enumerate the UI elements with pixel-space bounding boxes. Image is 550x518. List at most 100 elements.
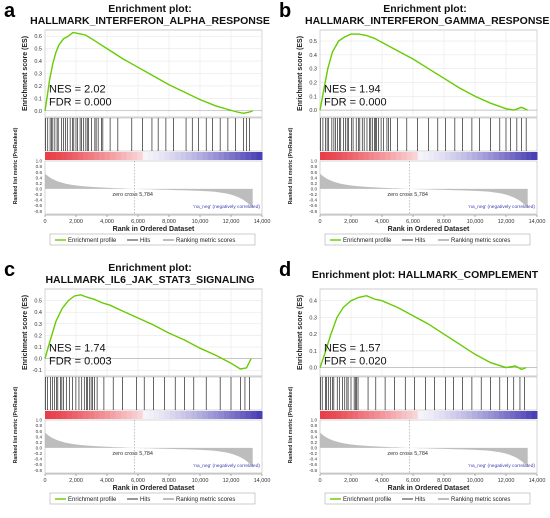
- rank-color-segment: [406, 411, 413, 419]
- rank-color-segment: [385, 152, 392, 160]
- rank-color-segment: [499, 411, 505, 419]
- x-tick-label: 6,000: [131, 478, 145, 484]
- rank-color-segment: [137, 152, 144, 160]
- rank-color-segment: [110, 411, 117, 419]
- rank-tick-label: 1.0: [311, 418, 318, 423]
- rank-color-segment: [374, 411, 381, 419]
- es-tick-label: 0.2: [34, 84, 42, 90]
- es-tick-label: 0.1: [34, 96, 42, 102]
- rank-tick-label: 0.8: [311, 423, 318, 428]
- rank-color-segment: [104, 411, 111, 419]
- rank-color-segment: [131, 411, 138, 419]
- rank-color-segment: [379, 152, 386, 160]
- rank-color-segment: [482, 152, 489, 160]
- es-tick-label: 0.0: [34, 109, 42, 115]
- rank-color-segment: [142, 411, 149, 419]
- es-axis-label: Enrichment score (ES): [297, 36, 304, 111]
- rank-color-segment: [352, 411, 359, 419]
- panel-letter: b: [279, 0, 292, 22]
- rank-color-segment: [207, 152, 214, 160]
- es-tick-label: 0.2: [34, 333, 42, 339]
- rank-color-segment: [493, 411, 500, 419]
- rank-tick-label: 0.2: [311, 181, 318, 186]
- rank-tick-label: -0.6: [34, 462, 42, 467]
- rank-color-segment: [77, 411, 84, 419]
- legend-metric-label: Ranking metric scores: [176, 238, 235, 244]
- x-tick-label: 0: [318, 219, 321, 225]
- rank-color-segment: [131, 152, 138, 160]
- rank-color-segment: [191, 152, 198, 160]
- x-tick-label: 12,000: [498, 219, 515, 225]
- legend-hits-label: Hits: [140, 238, 150, 244]
- rank-color-segment: [55, 152, 62, 160]
- rank-color-segment: [186, 411, 192, 419]
- nes-value: NES = 1.74: [49, 343, 106, 355]
- rank-color-segment: [401, 411, 408, 419]
- rank-tick-label: -0.2: [309, 451, 317, 456]
- legend-profile-label: Enrichment profile: [68, 497, 117, 503]
- rank-color-segment: [374, 152, 381, 160]
- rank-tick-label: 0.0: [311, 186, 318, 191]
- rank-color-segment: [45, 411, 51, 419]
- zero-cross-label: zero cross 5,784: [387, 192, 428, 198]
- rank-tick-label: -0.6: [309, 462, 317, 467]
- rank-color-segment: [515, 152, 522, 160]
- neg-correlated-label: 'na_neg' (negatively correlated): [193, 204, 260, 210]
- plot-title: Enrichment plot:: [383, 3, 467, 15]
- rank-tick-label: -0.6: [309, 203, 317, 208]
- rank-color-segment: [412, 152, 419, 160]
- plot-title: Enrichment plot:: [108, 262, 192, 274]
- x-tick-label: 8,000: [437, 219, 451, 225]
- rank-tick-label: -0.8: [309, 468, 317, 473]
- enrichment-panel-a: a Enrichment plot: HALLMARK_INTERFERON_ALP…: [0, 0, 275, 259]
- rank-tick-label: -0.2: [34, 451, 42, 456]
- rank-color-segment: [180, 152, 187, 160]
- rank-tick-label: -0.4: [34, 198, 42, 203]
- x-tick-label: 0: [43, 219, 46, 225]
- rank-color-segment: [493, 152, 500, 160]
- rank-color-segment: [428, 411, 435, 419]
- rank-color-segment: [488, 152, 495, 160]
- rank-color-segment: [175, 411, 182, 419]
- x-tick-label: 14,000: [254, 478, 271, 484]
- rank-color-segment: [148, 152, 154, 160]
- x-axis-label: Rank in Ordered Dataset: [113, 485, 195, 492]
- rank-color-segment: [213, 411, 220, 419]
- rank-color-segment: [202, 411, 209, 419]
- rank-color-segment: [234, 152, 241, 160]
- legend-hits-label: Hits: [140, 497, 150, 503]
- rank-tick-label: -0.2: [34, 192, 42, 197]
- rank-color-segment: [213, 152, 220, 160]
- rank-color-segment: [347, 152, 354, 160]
- rank-tick-label: 0.4: [311, 434, 318, 439]
- rank-color-segment: [444, 411, 451, 419]
- rank-color-segment: [509, 152, 516, 160]
- rank-color-segment: [50, 411, 57, 419]
- x-tick-label: 4,000: [375, 219, 389, 225]
- x-tick-label: 10,000: [192, 219, 209, 225]
- rank-color-segment: [357, 411, 364, 419]
- es-tick-label: 0.4: [34, 59, 42, 65]
- rank-color-segment: [455, 152, 462, 160]
- x-tick-label: 12,000: [223, 478, 240, 484]
- rank-color-segment: [251, 152, 258, 160]
- nes-value: NES = 1.94: [324, 84, 381, 96]
- rank-color-segment: [137, 411, 144, 419]
- rank-color-segment: [531, 411, 538, 419]
- rank-color-segment: [466, 411, 473, 419]
- rank-tick-label: -0.2: [309, 192, 317, 197]
- rank-color-segment: [115, 411, 122, 419]
- rank-color-segment: [531, 152, 538, 160]
- rank-color-segment: [423, 411, 429, 419]
- es-plot-area: [44, 288, 263, 377]
- es-tick-label: 0.0: [309, 108, 317, 114]
- rank-color-segment: [520, 411, 527, 419]
- rank-color-segment: [240, 152, 247, 160]
- rank-color-segment: [82, 152, 89, 160]
- fdr-value: FDR = 0.020: [324, 356, 387, 368]
- x-tick-label: 6,000: [406, 219, 420, 225]
- rank-color-segment: [363, 152, 370, 160]
- zero-cross-label: zero cross 5,784: [112, 192, 153, 198]
- rank-color-segment: [406, 152, 413, 160]
- x-axis-label: Rank in Ordered Dataset: [113, 226, 195, 233]
